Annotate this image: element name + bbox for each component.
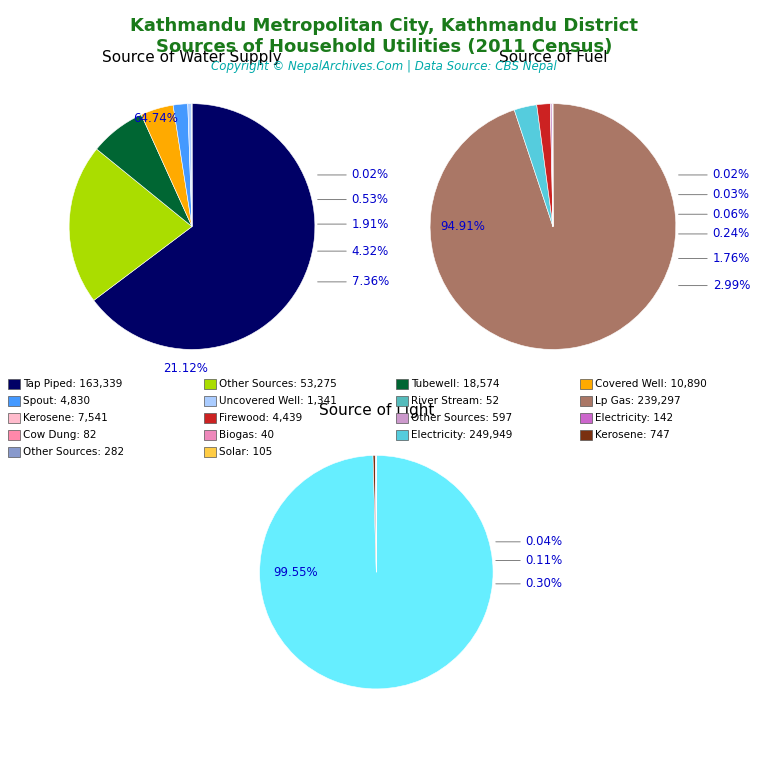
Wedge shape — [515, 104, 553, 227]
Wedge shape — [552, 104, 553, 227]
Text: River Stream: 52: River Stream: 52 — [411, 396, 499, 406]
Text: Copyright © NepalArchives.Com | Data Source: CBS Nepal: Copyright © NepalArchives.Com | Data Sou… — [211, 60, 557, 73]
Wedge shape — [537, 104, 553, 227]
Wedge shape — [69, 149, 192, 300]
Wedge shape — [97, 114, 192, 227]
Wedge shape — [373, 455, 376, 572]
Text: 0.02%: 0.02% — [679, 168, 750, 181]
Text: 21.12%: 21.12% — [164, 362, 208, 375]
Text: 0.24%: 0.24% — [679, 227, 750, 240]
Wedge shape — [430, 104, 676, 349]
Wedge shape — [173, 104, 192, 227]
Wedge shape — [94, 104, 315, 349]
Text: Kerosene: 7,541: Kerosene: 7,541 — [23, 412, 108, 423]
Text: Tap Piped: 163,339: Tap Piped: 163,339 — [23, 379, 122, 389]
Title: Source of Water Supply: Source of Water Supply — [102, 50, 282, 65]
Text: Electricity: 249,949: Electricity: 249,949 — [411, 429, 512, 440]
Text: 4.32%: 4.32% — [318, 245, 389, 257]
Wedge shape — [260, 455, 493, 689]
Text: Uncovered Well: 1,341: Uncovered Well: 1,341 — [219, 396, 336, 406]
Text: 1.91%: 1.91% — [318, 217, 389, 230]
Text: Sources of Household Utilities (2011 Census): Sources of Household Utilities (2011 Cen… — [156, 38, 612, 56]
Text: 1.76%: 1.76% — [679, 252, 750, 265]
Title: Source of Fuel: Source of Fuel — [498, 50, 607, 65]
Text: 94.91%: 94.91% — [441, 220, 485, 233]
Text: Other Sources: 53,275: Other Sources: 53,275 — [219, 379, 336, 389]
Text: Electricity: 142: Electricity: 142 — [595, 412, 674, 423]
Text: 7.36%: 7.36% — [318, 276, 389, 288]
Wedge shape — [141, 105, 192, 227]
Title: Source of Light: Source of Light — [319, 403, 434, 418]
Wedge shape — [550, 104, 553, 227]
Text: Cow Dung: 82: Cow Dung: 82 — [23, 429, 97, 440]
Text: Covered Well: 10,890: Covered Well: 10,890 — [595, 379, 707, 389]
Text: 0.11%: 0.11% — [496, 554, 563, 567]
Text: Other Sources: 597: Other Sources: 597 — [411, 412, 512, 423]
Wedge shape — [187, 104, 192, 227]
Text: Solar: 105: Solar: 105 — [219, 446, 272, 457]
Text: 0.04%: 0.04% — [496, 535, 563, 548]
Text: 64.74%: 64.74% — [133, 112, 177, 125]
Text: 2.99%: 2.99% — [679, 279, 750, 292]
Text: Lp Gas: 239,297: Lp Gas: 239,297 — [595, 396, 680, 406]
Text: Firewood: 4,439: Firewood: 4,439 — [219, 412, 302, 423]
Text: Kathmandu Metropolitan City, Kathmandu District: Kathmandu Metropolitan City, Kathmandu D… — [130, 17, 638, 35]
Text: Tubewell: 18,574: Tubewell: 18,574 — [411, 379, 499, 389]
Text: 0.02%: 0.02% — [318, 168, 389, 181]
Text: 0.30%: 0.30% — [496, 578, 563, 591]
Text: 99.55%: 99.55% — [273, 566, 318, 578]
Text: 0.06%: 0.06% — [679, 208, 750, 220]
Text: Kerosene: 747: Kerosene: 747 — [595, 429, 670, 440]
Text: Spout: 4,830: Spout: 4,830 — [23, 396, 90, 406]
Text: Biogas: 40: Biogas: 40 — [219, 429, 274, 440]
Text: 0.53%: 0.53% — [318, 193, 389, 206]
Text: Other Sources: 282: Other Sources: 282 — [23, 446, 124, 457]
Text: 0.03%: 0.03% — [679, 188, 750, 201]
